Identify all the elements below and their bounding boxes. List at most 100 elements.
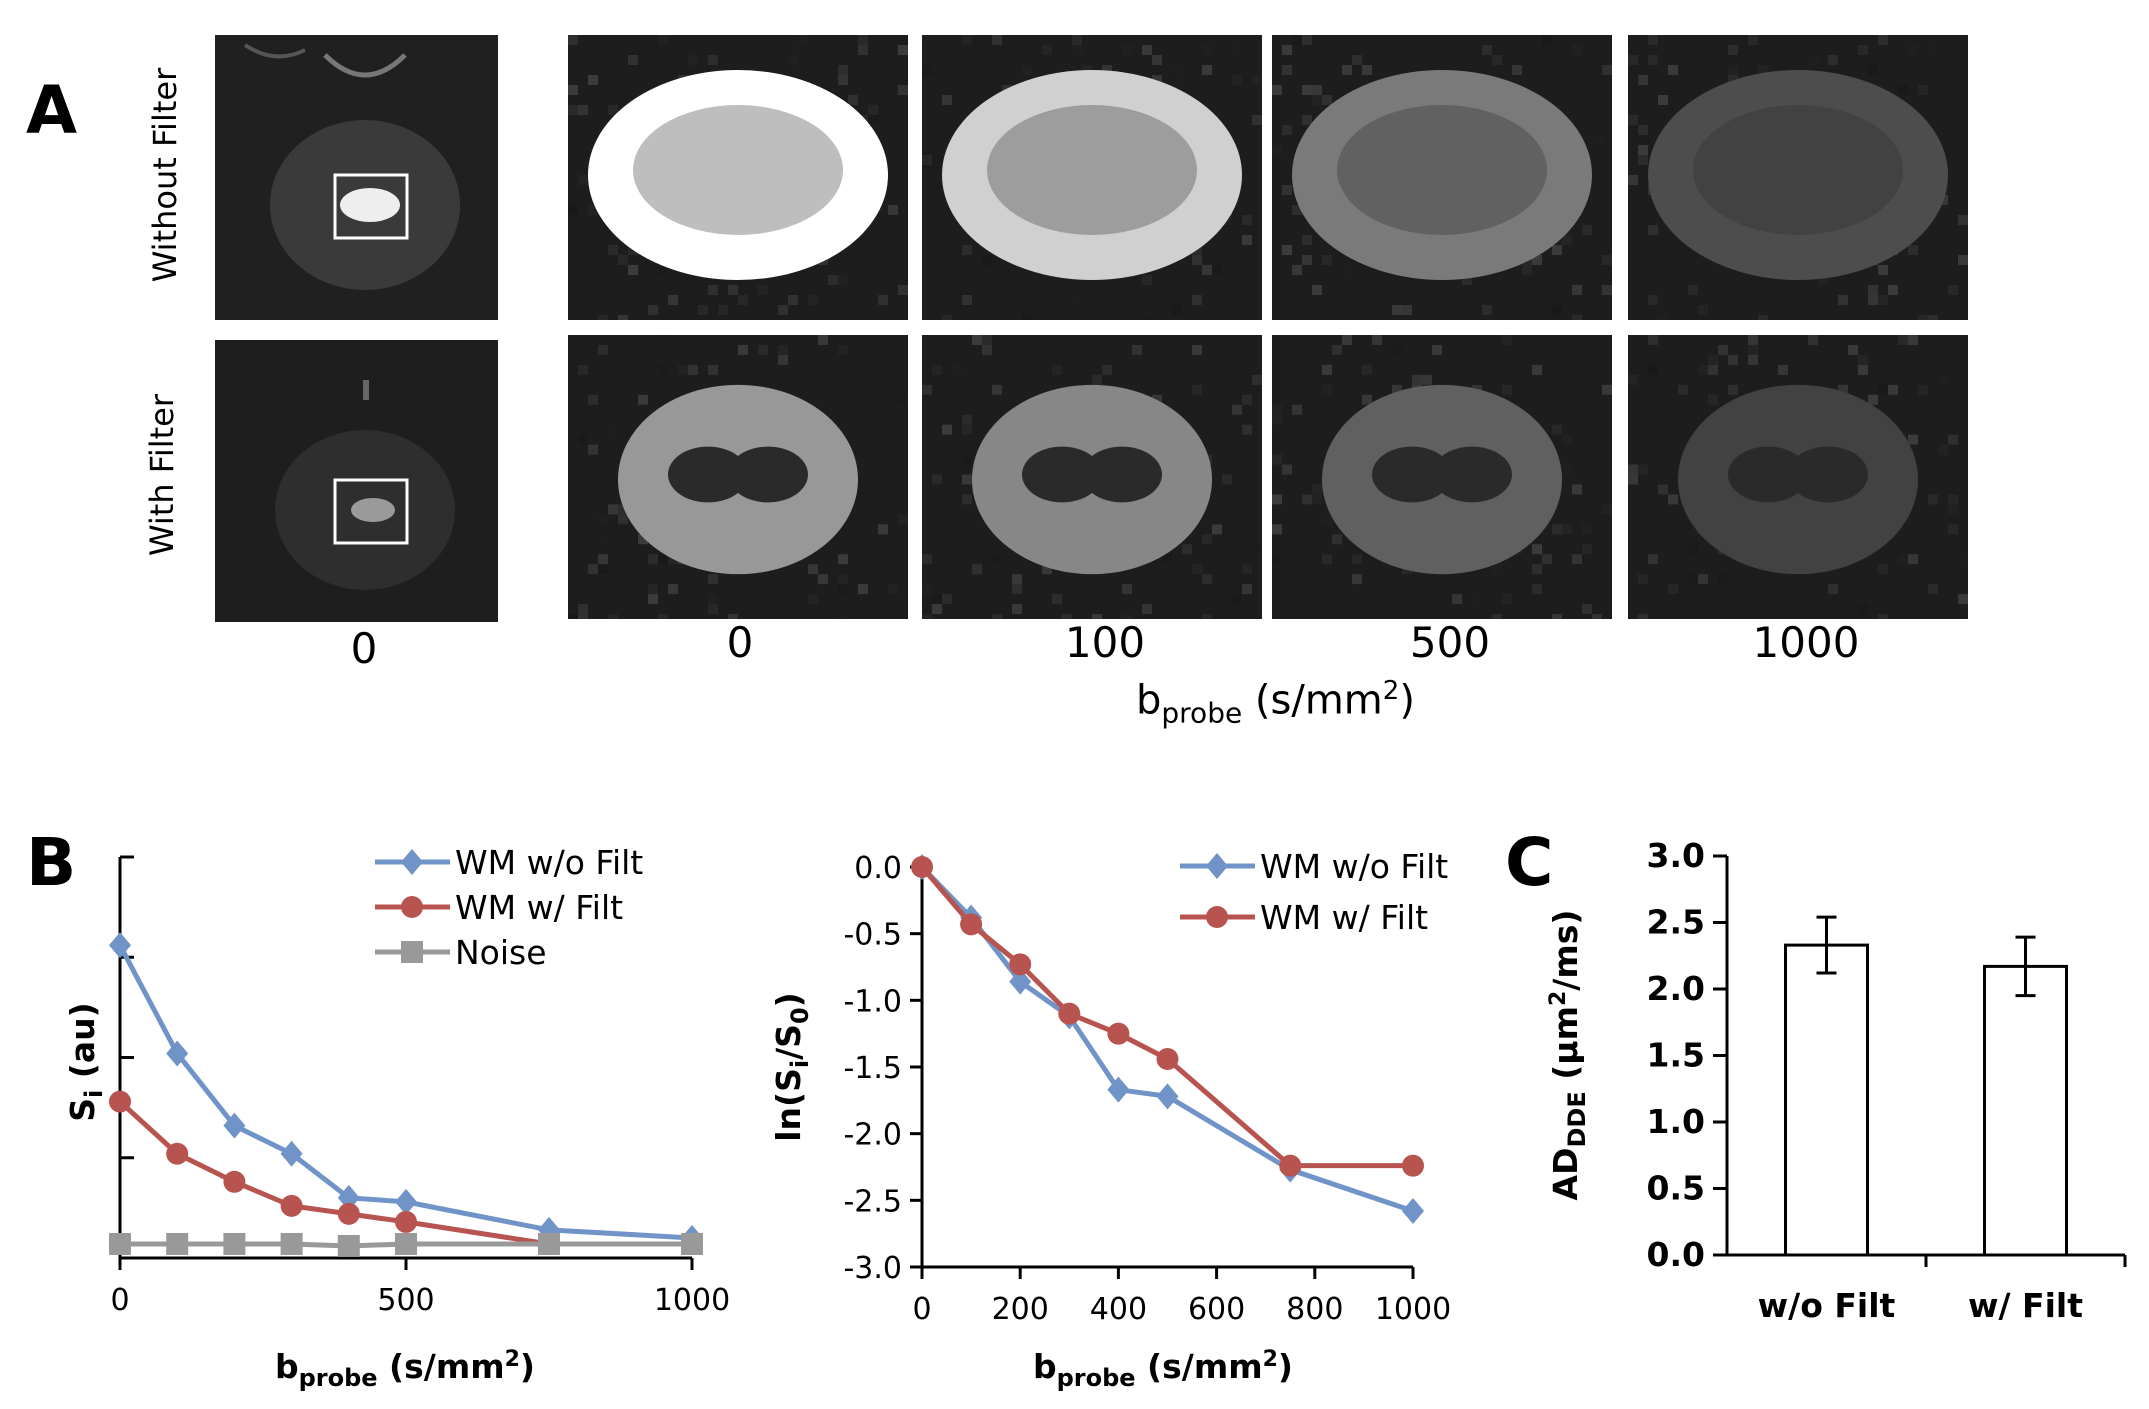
noise-pixel [588, 394, 598, 405]
noise-pixel [1572, 554, 1582, 565]
noise-pixel [618, 255, 628, 265]
b1-data-point [223, 1232, 246, 1255]
noise-pixel [838, 65, 848, 75]
b1-legend-marker [401, 941, 423, 963]
noise-pixel [1958, 255, 1968, 265]
noise-pixel [1192, 295, 1202, 305]
noise-pixel [1042, 564, 1052, 575]
noise-pixel [1272, 454, 1282, 465]
noise-pixel [1322, 384, 1332, 395]
mri-tile-image [1272, 35, 1612, 320]
noise-pixel [1602, 384, 1612, 395]
b1-legend-label: Noise [455, 933, 547, 972]
b2-data-point [1402, 1154, 1424, 1177]
noise-pixel [658, 554, 668, 565]
noise-pixel [1678, 384, 1688, 395]
b2-y-tick-label: -2.5 [843, 1184, 902, 1219]
noise-pixel [1948, 524, 1958, 535]
noise-pixel [1242, 584, 1252, 595]
b2-x-tick-label: 0 [912, 1292, 931, 1327]
noise-pixel [1858, 584, 1868, 595]
noise-pixel [1602, 344, 1612, 355]
noise-pixel [922, 584, 932, 595]
noise-pixel [1342, 265, 1352, 275]
noise-pixel [1212, 524, 1222, 535]
noise-pixel [1958, 594, 1968, 605]
noise-pixel [1282, 245, 1292, 255]
noise-pixel [668, 584, 678, 595]
noise-pixel [658, 265, 668, 275]
noise-pixel [698, 305, 708, 315]
noise-pixel [1552, 524, 1562, 535]
noise-pixel [1022, 65, 1032, 75]
noise-pixel [708, 594, 718, 605]
b1-data-point [538, 1232, 560, 1255]
b2-data-point [1156, 1048, 1179, 1070]
noise-pixel [932, 594, 942, 605]
noise-pixel [1092, 374, 1102, 385]
mri-tile-with-filter-1000 [1628, 335, 1968, 619]
mri-overview-with-filter-image [215, 340, 498, 622]
noise-pixel [598, 315, 608, 320]
noise-pixel [1072, 35, 1082, 45]
noise-pixel [1562, 464, 1572, 475]
noise-pixel [922, 554, 932, 565]
noise-pixel [1878, 614, 1888, 619]
noise-pixel [1908, 245, 1918, 255]
noise-pixel [738, 344, 748, 355]
c-y-tick-label: 1.5 [1647, 1036, 1705, 1075]
noise-pixel [1302, 115, 1312, 125]
mri-overview-with-filter [215, 340, 498, 622]
b-label-0: 0 [726, 618, 754, 667]
noise-pixel [758, 344, 768, 355]
b2-data-point [1009, 953, 1032, 976]
noise-pixel [858, 494, 868, 505]
noise-pixel [1272, 554, 1282, 565]
noise-pixel [1132, 344, 1142, 355]
mri-tile-without-filter-100 [922, 35, 1262, 320]
noise-pixel [1758, 315, 1768, 320]
noise-pixel [962, 414, 972, 425]
mri-tile-without-filter-0 [568, 35, 908, 320]
noise-pixel [608, 105, 618, 115]
noise-pixel [728, 285, 738, 295]
noise-pixel [1162, 574, 1172, 585]
noise-pixel [1052, 364, 1062, 375]
noise-pixel [1698, 305, 1708, 315]
b2-y-tick-label: -1.0 [843, 984, 902, 1019]
noise-pixel [962, 295, 972, 305]
noise-pixel [1602, 65, 1612, 75]
noise-pixel [1602, 285, 1612, 295]
noise-pixel [568, 105, 578, 115]
noise-pixel [1698, 574, 1708, 585]
noise-pixel [1102, 364, 1112, 375]
noise-pixel [1628, 474, 1638, 485]
noise-pixel [1602, 504, 1612, 515]
b-label-500: 500 [1409, 618, 1491, 667]
noise-pixel [1182, 544, 1192, 555]
noise-pixel [608, 614, 618, 619]
noise-pixel [1878, 35, 1888, 45]
noise-pixel [1242, 394, 1252, 405]
noise-pixel [838, 344, 848, 355]
b1-data-point [109, 1232, 131, 1255]
noise-pixel [858, 35, 868, 45]
noise-pixel [1688, 285, 1698, 295]
noise-pixel [658, 35, 668, 45]
cord-inner [987, 105, 1197, 235]
noise-pixel [1052, 594, 1062, 605]
noise-pixel [648, 305, 658, 315]
noise-pixel [598, 564, 608, 575]
b1-data-point [395, 1188, 417, 1215]
noise-pixel [1422, 374, 1432, 385]
noise-pixel [1292, 205, 1302, 215]
noise-pixel [1628, 464, 1638, 475]
noise-pixel [1728, 354, 1738, 365]
noise-pixel [1192, 384, 1202, 395]
noise-pixel [688, 55, 698, 65]
b2-data-point [911, 856, 933, 878]
noise-pixel [1402, 305, 1412, 315]
noise-pixel [1648, 335, 1658, 345]
noise-pixel [1152, 55, 1162, 65]
